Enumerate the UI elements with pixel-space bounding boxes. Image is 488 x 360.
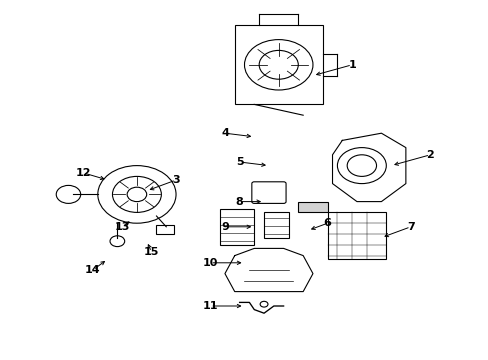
Text: 4: 4 — [221, 128, 228, 138]
FancyBboxPatch shape — [251, 182, 285, 203]
Bar — [156, 225, 173, 234]
Circle shape — [260, 301, 267, 307]
Circle shape — [259, 50, 298, 79]
Circle shape — [337, 148, 386, 184]
Text: 7: 7 — [406, 222, 414, 232]
Circle shape — [98, 166, 176, 223]
FancyBboxPatch shape — [234, 25, 322, 104]
Text: 12: 12 — [75, 168, 91, 178]
Text: 10: 10 — [202, 258, 218, 268]
Text: 9: 9 — [221, 222, 228, 232]
Text: 1: 1 — [347, 60, 355, 70]
Text: 11: 11 — [202, 301, 218, 311]
Text: 3: 3 — [172, 175, 180, 185]
Circle shape — [244, 40, 312, 90]
Text: 8: 8 — [235, 197, 243, 207]
Text: 5: 5 — [235, 157, 243, 167]
Text: 6: 6 — [323, 218, 331, 228]
FancyBboxPatch shape — [264, 212, 288, 238]
FancyBboxPatch shape — [327, 212, 386, 259]
Text: 2: 2 — [426, 150, 433, 160]
Text: 13: 13 — [114, 222, 130, 232]
Bar — [298, 202, 327, 212]
Circle shape — [127, 187, 146, 202]
Circle shape — [110, 236, 124, 247]
Circle shape — [56, 185, 81, 203]
Circle shape — [346, 155, 376, 176]
Polygon shape — [224, 248, 312, 292]
FancyBboxPatch shape — [220, 209, 254, 245]
Circle shape — [112, 176, 161, 212]
Text: 15: 15 — [143, 247, 159, 257]
Text: 14: 14 — [85, 265, 101, 275]
